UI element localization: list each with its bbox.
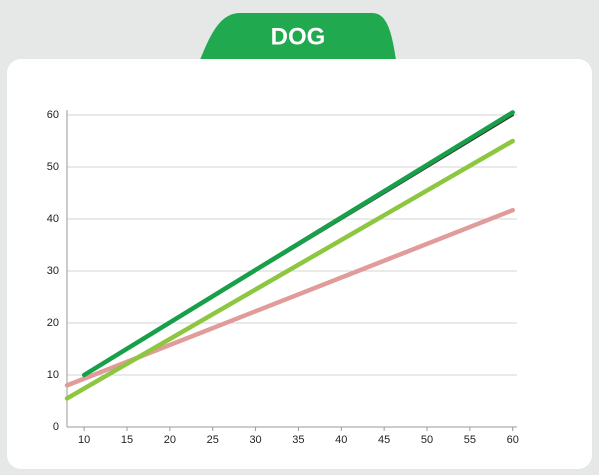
y-tick-label: 10 (47, 369, 59, 381)
x-tick-label: 45 (378, 434, 390, 446)
x-tick-label: 60 (507, 434, 519, 446)
x-tick-label: 55 (464, 434, 476, 446)
series-line (81, 110, 515, 378)
chart-title: DOG (271, 23, 326, 50)
y-tick-label: 0 (53, 421, 59, 433)
y-tick-label: 20 (47, 317, 59, 329)
y-tick-label: 30 (47, 265, 59, 277)
series-line (64, 138, 515, 401)
x-tick-label: 40 (335, 434, 347, 446)
x-tick-label: 10 (78, 434, 90, 446)
y-tick-label: 50 (47, 161, 59, 173)
title-tab (200, 13, 396, 60)
x-tick-label: 30 (249, 434, 261, 446)
x-tick-label: 20 (164, 434, 176, 446)
x-tick-label: 35 (292, 434, 304, 446)
y-tick-label: 60 (47, 109, 59, 121)
x-tick-label: 25 (207, 434, 219, 446)
x-tick-label: 50 (421, 434, 433, 446)
x-tick-label: 15 (121, 434, 133, 446)
y-tick-label: 40 (47, 213, 59, 225)
